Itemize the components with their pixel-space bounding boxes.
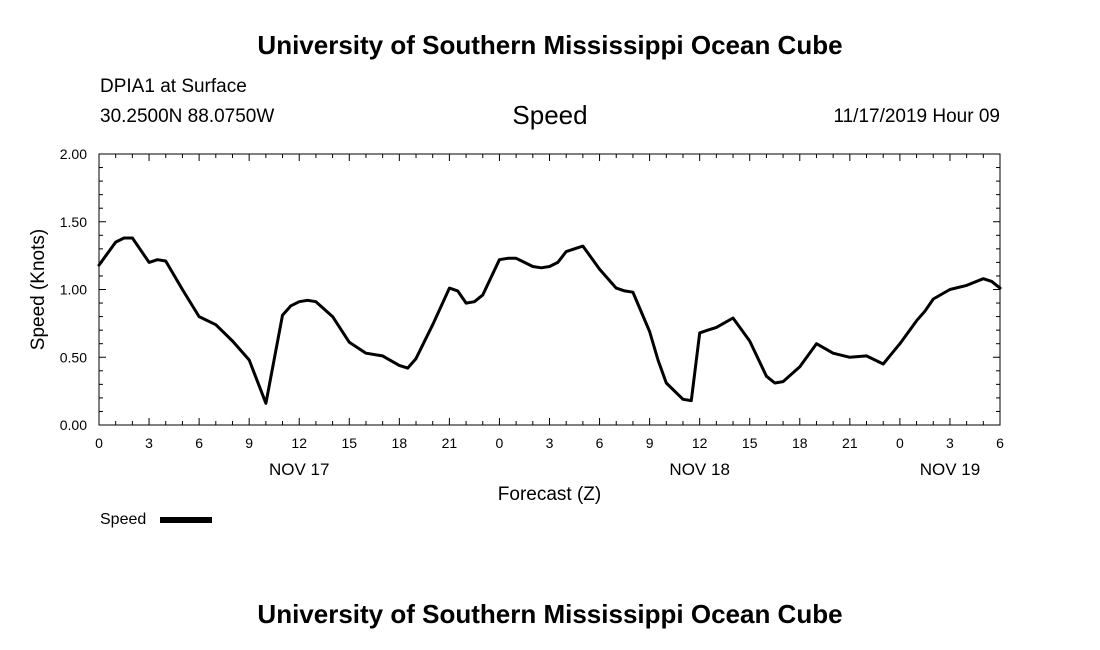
x-tick-label: 3 xyxy=(946,435,954,451)
plot-frame xyxy=(98,153,1001,426)
x-tick-label: 6 xyxy=(996,435,1004,451)
parameter-label: Speed xyxy=(512,100,588,130)
legend: Speed xyxy=(100,511,212,528)
y-axis: 0.00 0.50 1.00 1.50 2.00 xyxy=(60,146,1000,433)
footer-title: University of Southern Mississippi Ocean… xyxy=(257,599,843,629)
x-tick-label: 6 xyxy=(195,435,203,451)
forecast-datetime: 11/17/2019 Hour 09 xyxy=(833,106,1000,127)
date-label: NOV 17 xyxy=(269,460,329,479)
speed-series-line xyxy=(97,236,1002,405)
x-tick-label: 21 xyxy=(842,435,858,451)
y-axis-label: Speed (Knots) xyxy=(28,229,49,350)
x-tick-label: 0 xyxy=(496,435,504,451)
y-tick-label: 1.50 xyxy=(60,214,87,230)
x-tick-label: 3 xyxy=(145,435,153,451)
x-tick-label: 18 xyxy=(792,435,808,451)
station-label: DPIA1 at Surface xyxy=(100,76,247,97)
station-coordinates: 30.2500N 88.0750W xyxy=(100,106,275,127)
x-tick-label: 6 xyxy=(596,435,604,451)
date-label: NOV 19 xyxy=(920,460,980,479)
date-label: NOV 18 xyxy=(669,460,729,479)
x-axis: 0 3 6 9 12 15 18 21 0 3 6 9 12 15 18 21 0 3 6 xyxy=(95,154,1004,451)
y-tick-label: 0.00 xyxy=(60,417,87,433)
legend-swatch xyxy=(160,517,212,523)
chart-title: University of Southern Mississippi Ocean… xyxy=(257,30,843,60)
x-tick-label: 9 xyxy=(646,435,654,451)
x-tick-label: 21 xyxy=(442,435,458,451)
y-tick-label: 2.00 xyxy=(60,146,87,162)
x-tick-label: 12 xyxy=(692,435,708,451)
x-tick-label: 0 xyxy=(95,435,103,451)
x-tick-label: 18 xyxy=(392,435,408,451)
date-labels: NOV 17 NOV 18 NOV 19 xyxy=(269,460,980,479)
x-tick-label: 15 xyxy=(341,435,357,451)
legend-label: Speed xyxy=(100,511,146,528)
x-tick-label: 15 xyxy=(742,435,758,451)
x-tick-label: 9 xyxy=(245,435,253,451)
x-tick-label: 12 xyxy=(291,435,307,451)
x-tick-label: 0 xyxy=(896,435,904,451)
y-tick-label: 1.00 xyxy=(60,282,87,298)
y-tick-label: 0.50 xyxy=(60,349,87,365)
x-tick-label: 3 xyxy=(546,435,554,451)
x-axis-label: Forecast (Z) xyxy=(498,484,601,505)
